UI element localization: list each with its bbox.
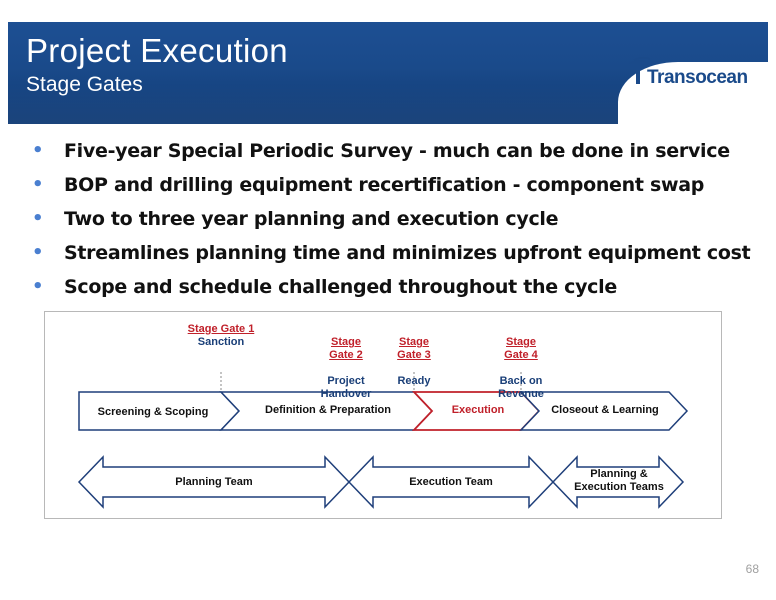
planning-execution-teams-label: Planning & Execution Teams bbox=[574, 468, 664, 493]
stage-gate-3: Stage Gate 3 Ready bbox=[388, 323, 440, 401]
header-swoosh bbox=[8, 84, 628, 124]
bullet-item: • Two to three year planning and executio… bbox=[30, 204, 750, 238]
bullet-text: Five-year Special Periodic Survey - much… bbox=[64, 140, 730, 162]
bullet-item: • BOP and drilling equipment recertificat… bbox=[30, 170, 750, 204]
execution-team-label: Execution Team bbox=[409, 476, 493, 488]
diagram-shapes bbox=[77, 372, 689, 509]
page-number: 68 bbox=[745, 562, 759, 576]
stage-gate-2: Stage Gate 2 Project Handover bbox=[316, 323, 376, 414]
slide-title: Project Execution bbox=[26, 32, 288, 69]
bullet-text: Two to three year planning and execution… bbox=[64, 208, 559, 230]
stage-gate-4-desc: Back on Revenue bbox=[498, 375, 544, 400]
stage-gate-4: Stage Gate 4 Back on Revenue bbox=[491, 323, 551, 414]
bullet-text: BOP and drilling equipment recertificati… bbox=[64, 174, 705, 196]
bullet-item: • Five-year Special Periodic Survey - muc… bbox=[30, 136, 750, 170]
bullet-icon: • bbox=[32, 208, 44, 229]
stage-gate-1-link[interactable]: Stage Gate 1 bbox=[187, 323, 255, 335]
transocean-logo-icon bbox=[628, 56, 651, 84]
header-logo-area bbox=[618, 62, 768, 124]
phase-closeout-label: Closeout & Learning bbox=[551, 404, 659, 416]
bullet-list: • Five-year Special Periodic Survey - muc… bbox=[30, 136, 751, 306]
phase-screening-label: Screening & Scoping bbox=[97, 406, 209, 418]
bullet-item: • Streamlines planning time and minimizes… bbox=[30, 238, 751, 272]
stage-gate-2-link[interactable]: Stage Gate 2 bbox=[329, 336, 363, 361]
slide-header bbox=[8, 22, 768, 124]
phase-closeout-shape bbox=[519, 391, 689, 431]
logo-wordmark: Transocean bbox=[647, 67, 748, 88]
slide-subtitle: Stage Gates bbox=[26, 73, 143, 96]
stage-gate-1: Stage Gate 1 Sanction bbox=[181, 323, 261, 349]
bullet-icon: • bbox=[32, 242, 44, 263]
phase-execution-label: Execution bbox=[451, 404, 505, 416]
planning-execution-teams-arrow bbox=[551, 455, 685, 509]
stage-gate-3-link[interactable]: Stage Gate 3 bbox=[397, 336, 431, 361]
bullet-item: • Scope and schedule challenged throughou… bbox=[30, 272, 750, 306]
stage-gate-4-link[interactable]: Stage Gate 4 bbox=[504, 336, 538, 361]
bullet-icon: • bbox=[32, 140, 44, 161]
bullet-icon: • bbox=[32, 174, 44, 195]
stage-gate-2-desc: Project Handover bbox=[320, 375, 372, 400]
bullet-text: Scope and schedule challenged throughout… bbox=[64, 276, 617, 298]
planning-team-label: Planning Team bbox=[175, 476, 253, 488]
stage-gate-3-desc: Ready bbox=[397, 375, 431, 387]
stage-gate-diagram: Stage Gate 1 Sanction Stage Gate 2 Proje… bbox=[44, 311, 722, 519]
bullet-text: Streamlines planning time and minimizes … bbox=[64, 242, 751, 264]
phase-definition-label: Definition & Preparation bbox=[265, 404, 391, 416]
bullet-icon: • bbox=[32, 276, 44, 297]
stage-gate-1-desc: Sanction bbox=[197, 336, 245, 348]
